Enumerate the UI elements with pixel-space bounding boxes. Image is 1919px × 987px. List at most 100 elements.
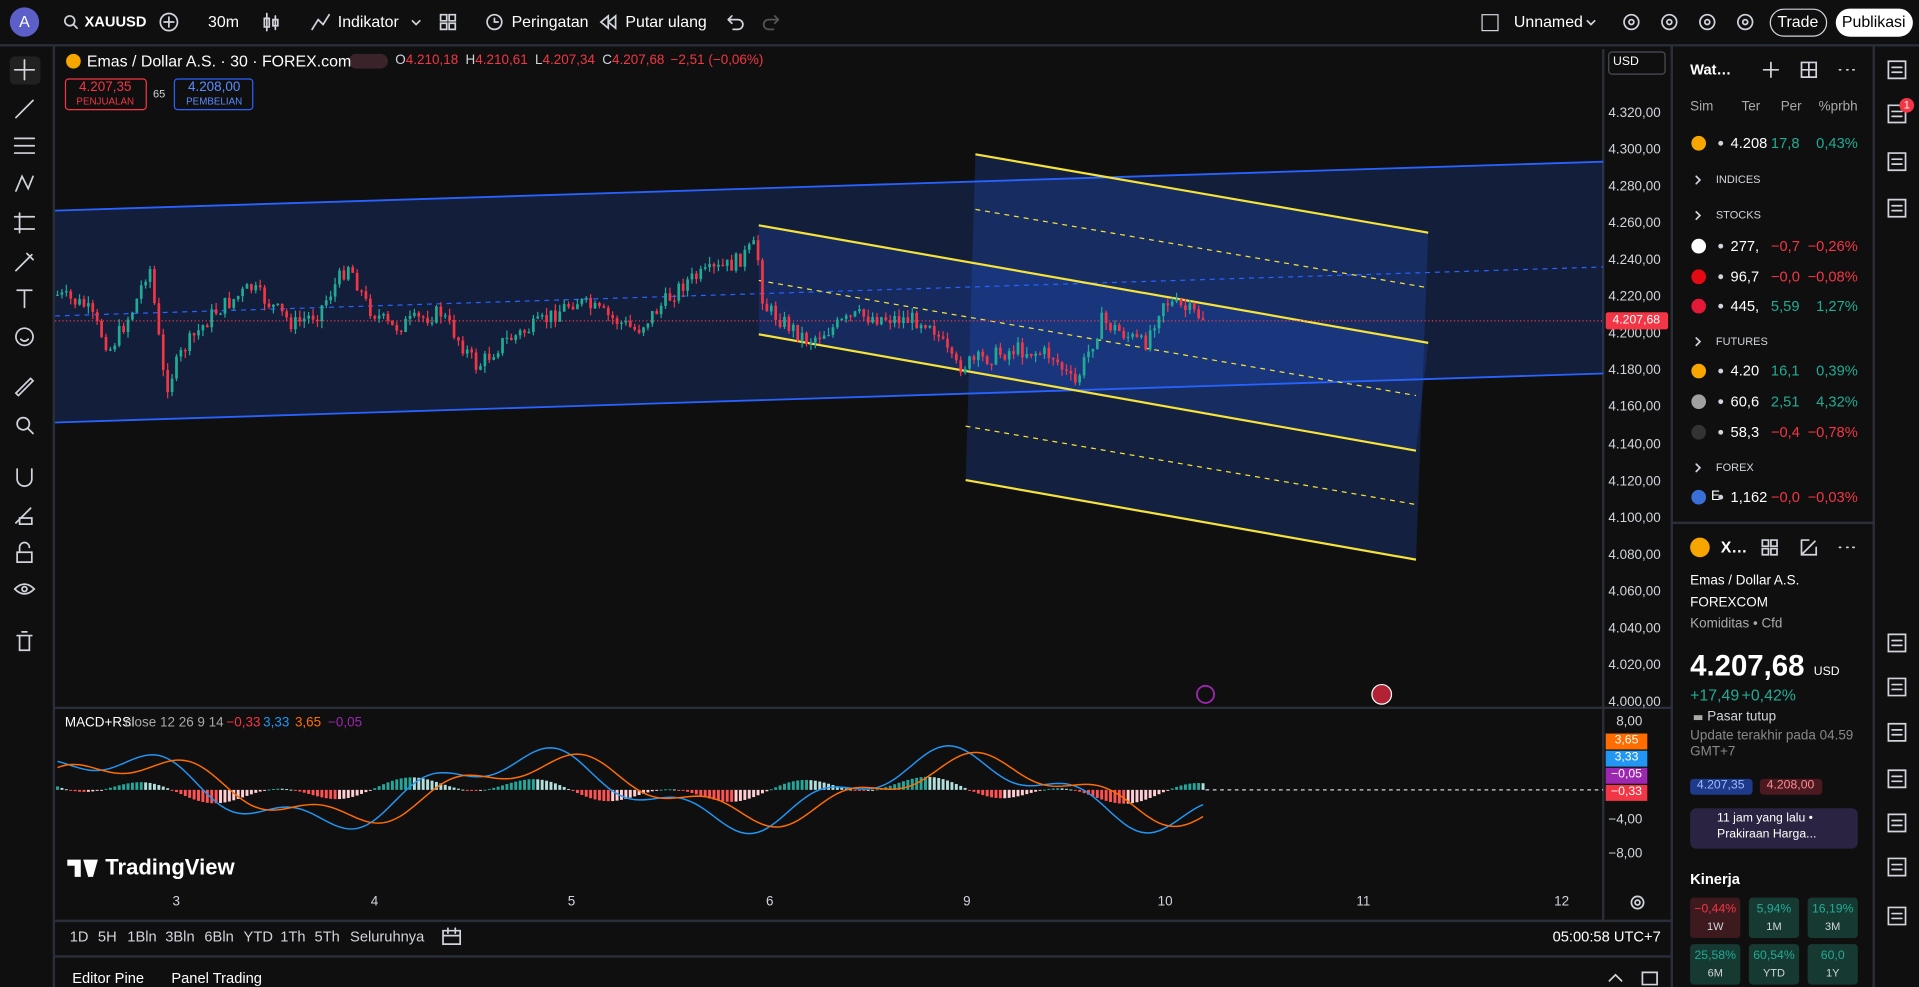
news-title[interactable]: Prakiraan Harga... — [1717, 827, 1817, 842]
candle-body — [558, 311, 562, 322]
macd-histogram-bar — [430, 780, 434, 790]
candle-body — [571, 306, 575, 310]
news-time[interactable]: 11 jam yang lalu • — [1717, 811, 1813, 826]
performance-value: −0,44% — [1694, 902, 1737, 917]
sell-price[interactable]: 4.207,35 — [79, 80, 132, 95]
indicator-badge-label: 3,65 — [1614, 733, 1639, 748]
candle — [791, 322, 795, 338]
macd-histogram-bar — [183, 789, 187, 797]
macd-histogram-bar — [809, 780, 813, 790]
candle — [589, 294, 592, 316]
candle-body — [1038, 353, 1042, 355]
macd-histogram-bar — [496, 786, 500, 790]
candle-body — [122, 325, 125, 333]
candle — [69, 289, 73, 305]
macd-histogram-bar — [1197, 783, 1201, 790]
bottom-tab[interactable]: Panel Trading — [171, 969, 262, 987]
layout-checkbox — [1481, 14, 1499, 32]
range-button[interactable]: 1Th — [280, 928, 306, 946]
range-button[interactable]: 6Bln — [204, 928, 234, 946]
candle-body — [399, 330, 403, 332]
row-last[interactable]: 277, — [1730, 237, 1760, 255]
candle — [280, 303, 284, 316]
candle — [302, 311, 306, 328]
trade-label[interactable]: Trade — [1777, 12, 1819, 31]
range-button[interactable]: Seluruhnya — [350, 928, 425, 946]
range-button[interactable]: 1Bln — [127, 928, 157, 946]
row-last[interactable]: 96,7 — [1730, 267, 1760, 286]
macd-histogram-bar — [699, 789, 703, 796]
section-label[interactable]: INDICES — [1715, 173, 1761, 186]
buy-price[interactable]: 4.208,00 — [187, 80, 241, 95]
row-last[interactable]: 58,3 — [1730, 423, 1760, 441]
candle — [1188, 300, 1192, 315]
candle-body — [417, 312, 421, 317]
candle — [311, 308, 315, 324]
indicator-value: −0,33 — [226, 715, 261, 731]
news-card[interactable] — [1690, 808, 1858, 849]
alerts-button[interactable]: Peringatan — [511, 12, 589, 31]
row-last[interactable]: 445, — [1730, 297, 1760, 315]
buy-box[interactable] — [173, 78, 254, 111]
candle-body — [554, 310, 557, 322]
range-button[interactable]: 5Th — [314, 928, 340, 946]
sell-box[interactable] — [64, 78, 147, 111]
chart-type-icon — [263, 12, 279, 32]
row-last[interactable]: 4.208 — [1730, 134, 1768, 152]
candle — [364, 285, 368, 301]
bottom-tab[interactable]: Editor Pine — [72, 969, 145, 987]
macd-histogram-bar — [822, 782, 826, 790]
candle-body — [188, 333, 192, 352]
candle-body — [139, 285, 143, 299]
range-button[interactable]: 1D — [69, 928, 89, 946]
watchlist-title[interactable]: Wat… — [1690, 60, 1732, 79]
macd-histogram-bar — [276, 788, 280, 790]
avatar-letter: A — [19, 12, 30, 31]
range-button[interactable]: 5H — [97, 928, 117, 946]
row-change: 5,59 — [1770, 297, 1800, 315]
tool-icon — [16, 541, 33, 563]
candle-body — [994, 347, 998, 365]
row-last[interactable]: 60,6 — [1730, 392, 1760, 411]
section-label[interactable]: STOCKS — [1715, 208, 1761, 222]
row-icon — [1691, 424, 1707, 440]
indicators-button[interactable]: Indikator — [337, 12, 399, 31]
currency-select[interactable] — [1608, 51, 1666, 75]
macd-histogram-bar — [972, 789, 976, 792]
candle — [624, 316, 628, 326]
candle — [1140, 333, 1143, 339]
macd-histogram-bar — [1109, 789, 1112, 802]
trade-button[interactable] — [1769, 8, 1828, 37]
replay-button[interactable]: Putar ulang — [625, 12, 707, 31]
macd-histogram-bar — [545, 780, 549, 790]
chevron — [1608, 973, 1623, 982]
candle — [135, 298, 139, 313]
macd-histogram-bar — [360, 789, 363, 794]
macd-histogram-bar — [311, 789, 315, 796]
symbol-search[interactable]: XAUUSD — [84, 13, 147, 31]
range-button[interactable]: YTD — [243, 928, 273, 946]
candle-body — [109, 349, 112, 351]
currency-label[interactable]: USD — [1613, 55, 1639, 69]
row-last[interactable]: 4.20 — [1730, 362, 1760, 380]
layout-name[interactable]: Unnamed — [1513, 12, 1583, 31]
macd-histogram-bar — [976, 789, 980, 794]
publish-label[interactable]: Publikasi — [1841, 12, 1906, 31]
interval-button[interactable]: 30m — [208, 12, 240, 31]
candle-body — [717, 264, 720, 267]
publish-button[interactable] — [1835, 8, 1913, 37]
candle-body — [1100, 312, 1104, 340]
section-label[interactable]: FUTURES — [1715, 335, 1768, 348]
range-button[interactable]: 3Bln — [165, 928, 195, 946]
macd-histogram-bar — [377, 786, 381, 790]
channel-line — [55, 160, 1604, 212]
row-last[interactable]: 1,162 — [1730, 488, 1768, 506]
macd-histogram-bar — [941, 779, 945, 790]
section-label[interactable]: FOREX — [1715, 461, 1754, 474]
macd-histogram-bar — [91, 789, 95, 792]
candle — [382, 312, 385, 320]
candle — [549, 310, 553, 329]
candle — [567, 301, 570, 309]
candle-body — [774, 305, 778, 320]
candle-body — [64, 291, 68, 293]
